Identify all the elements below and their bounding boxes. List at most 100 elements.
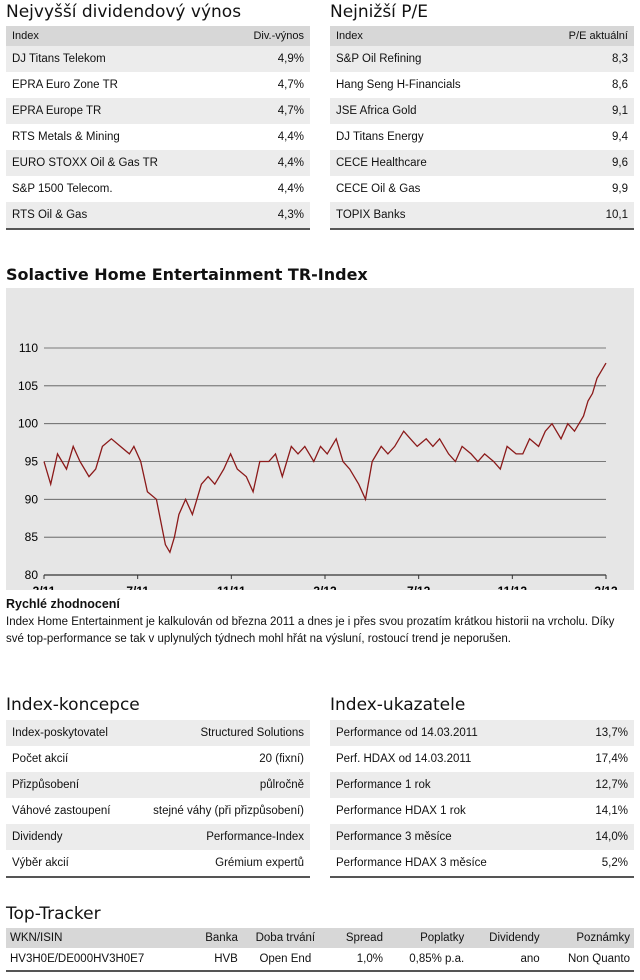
row-label: Počet akcií xyxy=(12,753,69,765)
line-chart: 80 85 90 95 100 105 110 3/11 7/11 11/11 3/12 7/12 11… xyxy=(18,341,618,598)
table-row: Performance 3 měsíce 14,0% xyxy=(330,824,634,850)
table-row: EPRA Euro Zone TR 4,7% xyxy=(6,72,310,98)
row-value: 14,0% xyxy=(595,831,628,843)
row-value: půlročně xyxy=(259,779,304,791)
indicators-section: Index-ukazatele Performance od 14.03.201… xyxy=(330,692,634,878)
row-value: 13,7% xyxy=(595,727,628,739)
table-row: CECE Healthcare 9,6 xyxy=(330,150,634,176)
table-row: TOPIX Banks 10,1 xyxy=(330,202,634,228)
row-label: RTS Metals & Mining xyxy=(12,131,120,143)
row-value: 17,4% xyxy=(595,753,628,765)
concept-title: Index-koncepce xyxy=(6,695,140,715)
row-label: Perf. HDAX od 14.03.2011 xyxy=(336,753,472,765)
row-value: 8,6 xyxy=(612,79,628,91)
row-value: 4,4% xyxy=(277,131,304,143)
table-row: Počet akcií 20 (fixní) xyxy=(6,746,310,772)
row-value: 4,7% xyxy=(277,105,304,117)
tracker-dividends: ano xyxy=(520,953,540,965)
col-yield-header: Div.-výnos xyxy=(253,30,304,42)
row-label: DJ Titans Energy xyxy=(336,131,424,143)
tracker-col-spread: Spread xyxy=(328,928,387,948)
tracker-duration: Open End xyxy=(259,953,312,965)
x-tick-label: 7/12 xyxy=(407,584,431,590)
row-label: S&P 1500 Telecom. xyxy=(12,183,113,195)
row-label: TOPIX Banks xyxy=(336,209,406,221)
table-row: RTS Metals & Mining 4,4% xyxy=(6,124,310,150)
col-index-header: Index xyxy=(336,30,363,42)
tracker-header-row: WKN/ISIN Banka Doba trvání Spread Poplat… xyxy=(6,928,634,948)
table-row: Dividendy Performance-Index xyxy=(6,824,310,850)
x-tick-label: 3/12 xyxy=(313,584,337,590)
y-tick-label: 85 xyxy=(25,530,39,544)
table-row: Hang Seng H-Financials 8,6 xyxy=(330,72,634,98)
row-label: Přizpůsobení xyxy=(12,779,80,791)
dividend-yield-rows: DJ Titans Telekom 4,9% EPRA Euro Zone TR 4,… xyxy=(6,46,310,228)
dividend-yield-title: Nejvyšší dividendový výnos xyxy=(6,2,242,22)
row-value: 8,3 xyxy=(612,53,628,65)
row-value: 4,3% xyxy=(277,209,304,221)
row-label: Performance 1 rok xyxy=(336,779,431,791)
y-tick-label: 90 xyxy=(25,492,39,506)
quick-eval-text: Index Home Entertainment je kalkulován o… xyxy=(6,616,615,645)
table-row: DJ Titans Energy 9,4 xyxy=(330,124,634,150)
pe-rows: S&P Oil Refining 8,3 Hang Seng H-Financial… xyxy=(330,46,634,228)
table-row: EURO STOXX Oil & Gas TR 4,4% xyxy=(6,150,310,176)
row-label: Performance od 14.03.2011 xyxy=(336,727,478,739)
tracker-notes: Non Quanto xyxy=(567,953,630,965)
concept-rows: Index-poskytovatel Structured Solutions Po… xyxy=(6,720,310,876)
chart-section: Solactive Home Entertainment TR-Index 80… xyxy=(6,264,634,598)
table-row: DJ Titans Telekom 4,9% xyxy=(6,46,310,72)
indicators-title: Index-ukazatele xyxy=(330,695,466,715)
row-label: RTS Oil & Gas xyxy=(12,209,88,221)
col-index-header: Index xyxy=(12,30,39,42)
row-value: 4,7% xyxy=(277,79,304,91)
table-row: HV3H0E/DE000HV3H0E7 HVB Open End 1,0% 0,… xyxy=(6,948,634,970)
x-tick-label: 3/13 xyxy=(594,584,618,590)
quick-eval-title: Rychlé zhodnocení xyxy=(6,597,120,611)
divider xyxy=(6,970,634,972)
x-tick-label: 11/11 xyxy=(217,584,246,590)
row-value: 4,9% xyxy=(277,53,304,65)
table-row: CECE Oil & Gas 9,9 xyxy=(330,176,634,202)
y-tick-label: 95 xyxy=(25,455,39,469)
dividend-yield-header: Index Div.-výnos xyxy=(6,26,310,46)
tracker-table: WKN/ISIN Banka Doba trvání Spread Poplat… xyxy=(6,928,634,970)
row-label: DJ Titans Telekom xyxy=(12,53,106,65)
x-tick-label: 7/11 xyxy=(126,584,149,590)
table-row: Index-poskytovatel Structured Solutions xyxy=(6,720,310,746)
quick-eval-section: Rychlé zhodnocení Index Home Entertainme… xyxy=(6,597,632,648)
pe-header: Index P/E aktuální xyxy=(330,26,634,46)
tracker-section: Top-Tracker WKN/ISIN Banka Doba trvání S… xyxy=(6,902,634,972)
row-label: S&P Oil Refining xyxy=(336,53,422,65)
row-label: EPRA Euro Zone TR xyxy=(12,79,118,91)
table-row: JSE Africa Gold 9,1 xyxy=(330,98,634,124)
table-row: RTS Oil & Gas 4,3% xyxy=(6,202,310,228)
divider xyxy=(6,876,310,878)
tracker-spread: 1,0% xyxy=(356,953,383,965)
tracker-col-notes: Poznámky xyxy=(543,928,634,948)
row-label: Výběr akcií xyxy=(12,857,69,869)
table-row: Perf. HDAX od 14.03.2011 17,4% xyxy=(330,746,634,772)
row-label: EURO STOXX Oil & Gas TR xyxy=(12,157,158,169)
col-pe-header: P/E aktuální xyxy=(568,30,628,42)
row-value: 14,1% xyxy=(595,805,628,817)
row-value: 4,4% xyxy=(277,157,304,169)
x-tick-label: 3/11 xyxy=(33,584,56,590)
y-tick-label: 105 xyxy=(18,379,38,393)
tracker-col-isin: WKN/ISIN xyxy=(6,928,190,948)
row-label: Performance HDAX 1 rok xyxy=(336,805,466,817)
row-value: 9,6 xyxy=(612,157,628,169)
row-label: Hang Seng H-Financials xyxy=(336,79,461,91)
row-label: EPRA Europe TR xyxy=(12,105,102,117)
tracker-fees: 0,85% p.a. xyxy=(409,953,465,965)
tracker-col-fees: Poplatky xyxy=(386,928,469,948)
divider xyxy=(6,228,310,230)
y-tick-label: 100 xyxy=(18,417,38,431)
dividend-yield-section: Nejvyšší dividendový výnos Index Div.-vý… xyxy=(6,0,310,230)
row-value: Performance-Index xyxy=(206,831,304,843)
row-label: Performance HDAX 3 měsíce xyxy=(336,857,487,869)
row-value: 10,1 xyxy=(605,209,628,221)
table-row: Výběr akcií Grémium expertů xyxy=(6,850,310,876)
table-row: Performance od 14.03.2011 13,7% xyxy=(330,720,634,746)
row-value: Grémium expertů xyxy=(215,857,304,869)
